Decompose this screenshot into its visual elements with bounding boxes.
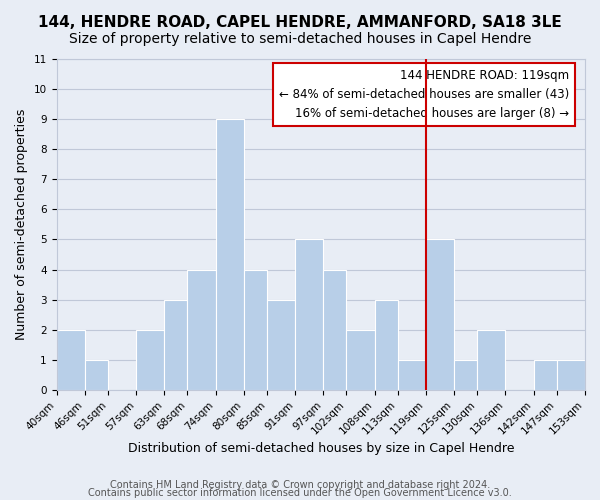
Bar [557,360,585,390]
Bar [323,270,346,390]
Bar [346,330,374,390]
Bar [295,240,323,390]
X-axis label: Distribution of semi-detached houses by size in Capel Hendre: Distribution of semi-detached houses by … [128,442,514,455]
Bar [533,360,557,390]
Bar [398,360,426,390]
Bar [454,360,478,390]
Bar [56,330,85,390]
Text: Contains HM Land Registry data © Crown copyright and database right 2024.: Contains HM Land Registry data © Crown c… [110,480,490,490]
Bar [478,330,505,390]
Text: Contains public sector information licensed under the Open Government Licence v3: Contains public sector information licen… [88,488,512,498]
Bar [374,300,398,390]
Bar [187,270,215,390]
Y-axis label: Number of semi-detached properties: Number of semi-detached properties [15,108,28,340]
Bar [426,240,454,390]
Text: Size of property relative to semi-detached houses in Capel Hendre: Size of property relative to semi-detach… [69,32,531,46]
Bar [244,270,267,390]
Bar [136,330,164,390]
Bar [267,300,295,390]
Bar [215,119,244,390]
Text: 144 HENDRE ROAD: 119sqm
← 84% of semi-detached houses are smaller (43)
16% of se: 144 HENDRE ROAD: 119sqm ← 84% of semi-de… [279,69,569,120]
Text: 144, HENDRE ROAD, CAPEL HENDRE, AMMANFORD, SA18 3LE: 144, HENDRE ROAD, CAPEL HENDRE, AMMANFOR… [38,15,562,30]
Bar [164,300,187,390]
Bar [85,360,108,390]
